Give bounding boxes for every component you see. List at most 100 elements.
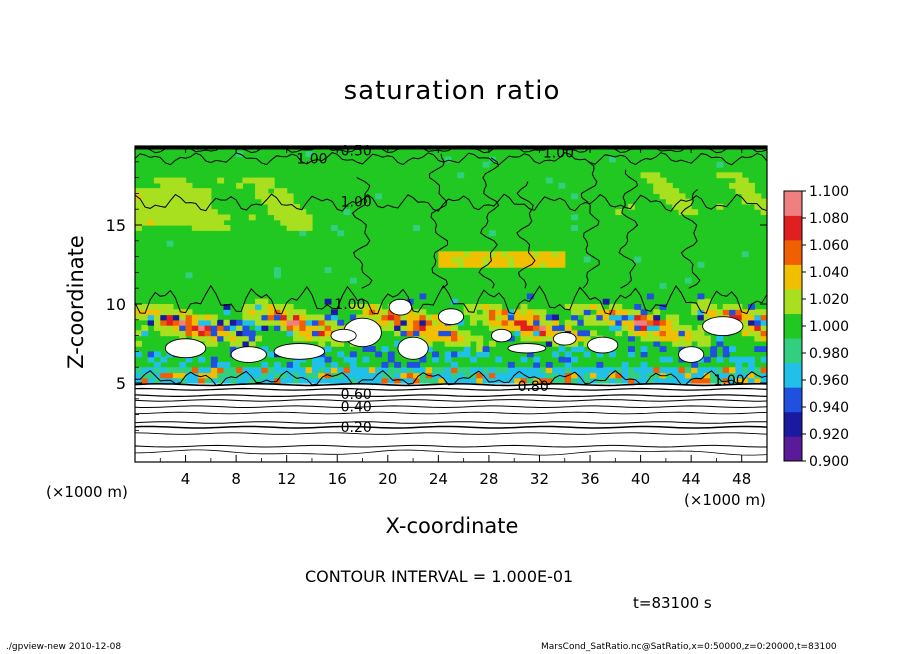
field-cell (703, 340, 711, 347)
field-cell (507, 377, 515, 384)
field-cell (476, 367, 484, 374)
field-cell (330, 367, 338, 374)
field-cell (482, 377, 490, 384)
field-cell (153, 319, 161, 326)
colorbar-label: 0.900 (809, 454, 849, 470)
field-cell (198, 325, 206, 331)
field-cell (267, 351, 275, 358)
field-cell (672, 319, 680, 326)
field-cell (602, 377, 610, 384)
field-cell (425, 330, 433, 337)
field-cell (147, 219, 155, 226)
field-cell (514, 251, 522, 258)
field-cell (166, 188, 174, 194)
field-cell (646, 314, 654, 321)
field-cell (135, 219, 142, 226)
field-cell (653, 314, 661, 321)
field-cell (678, 377, 686, 384)
field-cell (703, 372, 711, 379)
field-cell (760, 314, 767, 321)
field-cell (381, 319, 389, 326)
field-cell (583, 304, 591, 310)
field-cell (564, 304, 572, 310)
y-tick-label: 15 (106, 216, 126, 235)
field-cell (248, 309, 256, 316)
field-cell (198, 209, 206, 216)
field-cell (305, 214, 313, 221)
field-cell (507, 309, 515, 316)
field-cell (722, 377, 730, 384)
field-cell (520, 356, 528, 363)
field-cell (558, 372, 566, 379)
field-cell (444, 372, 452, 379)
field-cell (495, 304, 503, 310)
field-cell (754, 335, 762, 342)
field-cell (469, 356, 477, 363)
field-cell (659, 319, 667, 326)
field-cell (665, 198, 673, 205)
field-cell (198, 377, 206, 384)
field-cell (274, 325, 281, 331)
field-cell (672, 203, 680, 210)
field-cell (539, 367, 547, 374)
field-unsaturated-patch (507, 343, 547, 354)
field-cell (166, 203, 174, 210)
field-cell (299, 367, 307, 374)
field-cell (280, 198, 288, 205)
field-cell (609, 351, 616, 358)
field-cell (741, 367, 749, 374)
field-cell (318, 319, 326, 326)
field-cell (609, 367, 616, 374)
field-cell (248, 177, 256, 184)
field-cell (166, 372, 174, 379)
field-cell (261, 304, 269, 310)
field-cell (172, 377, 180, 384)
field-cell (280, 309, 288, 316)
field-cell (261, 325, 269, 331)
field-cell (627, 335, 635, 342)
field-cell (375, 367, 383, 374)
field-cell (710, 351, 718, 358)
field-cell (330, 325, 338, 331)
field-cell (255, 193, 262, 200)
field-cell (368, 304, 376, 310)
field-cell (362, 377, 370, 384)
field-cell (748, 325, 755, 331)
field-cell (735, 356, 743, 363)
field-cell (684, 377, 692, 384)
field-cell (754, 198, 762, 205)
field-cell (242, 325, 250, 331)
field-cell (387, 325, 395, 331)
field-cell (299, 330, 307, 337)
field-cell (274, 304, 281, 310)
field-cell (545, 372, 553, 379)
field-cell (451, 361, 458, 368)
field-cell (413, 225, 420, 231)
field-cell (520, 367, 528, 374)
field-cell (293, 203, 300, 210)
field-cell (444, 330, 452, 337)
field-cell (191, 198, 199, 205)
field-cell (274, 314, 281, 321)
field-cell (482, 372, 490, 379)
field-cell (678, 203, 686, 210)
field-cell (223, 225, 231, 231)
field-cell (255, 309, 262, 316)
field-cell (324, 335, 332, 342)
field-cell (356, 372, 364, 379)
field-cell (229, 319, 237, 326)
field-cell (729, 372, 736, 379)
field-cell (311, 367, 319, 374)
field-cell (305, 225, 313, 231)
field-cell (653, 367, 661, 374)
field-cell (659, 182, 667, 189)
field-cell (501, 314, 509, 321)
field-cell (286, 214, 294, 221)
field-cell (185, 182, 193, 189)
field-cell (659, 367, 667, 374)
field-cell (520, 251, 528, 258)
contour-lines (135, 146, 767, 456)
field-cell (286, 209, 294, 216)
field-cell (179, 188, 187, 194)
field-cell (229, 340, 237, 347)
